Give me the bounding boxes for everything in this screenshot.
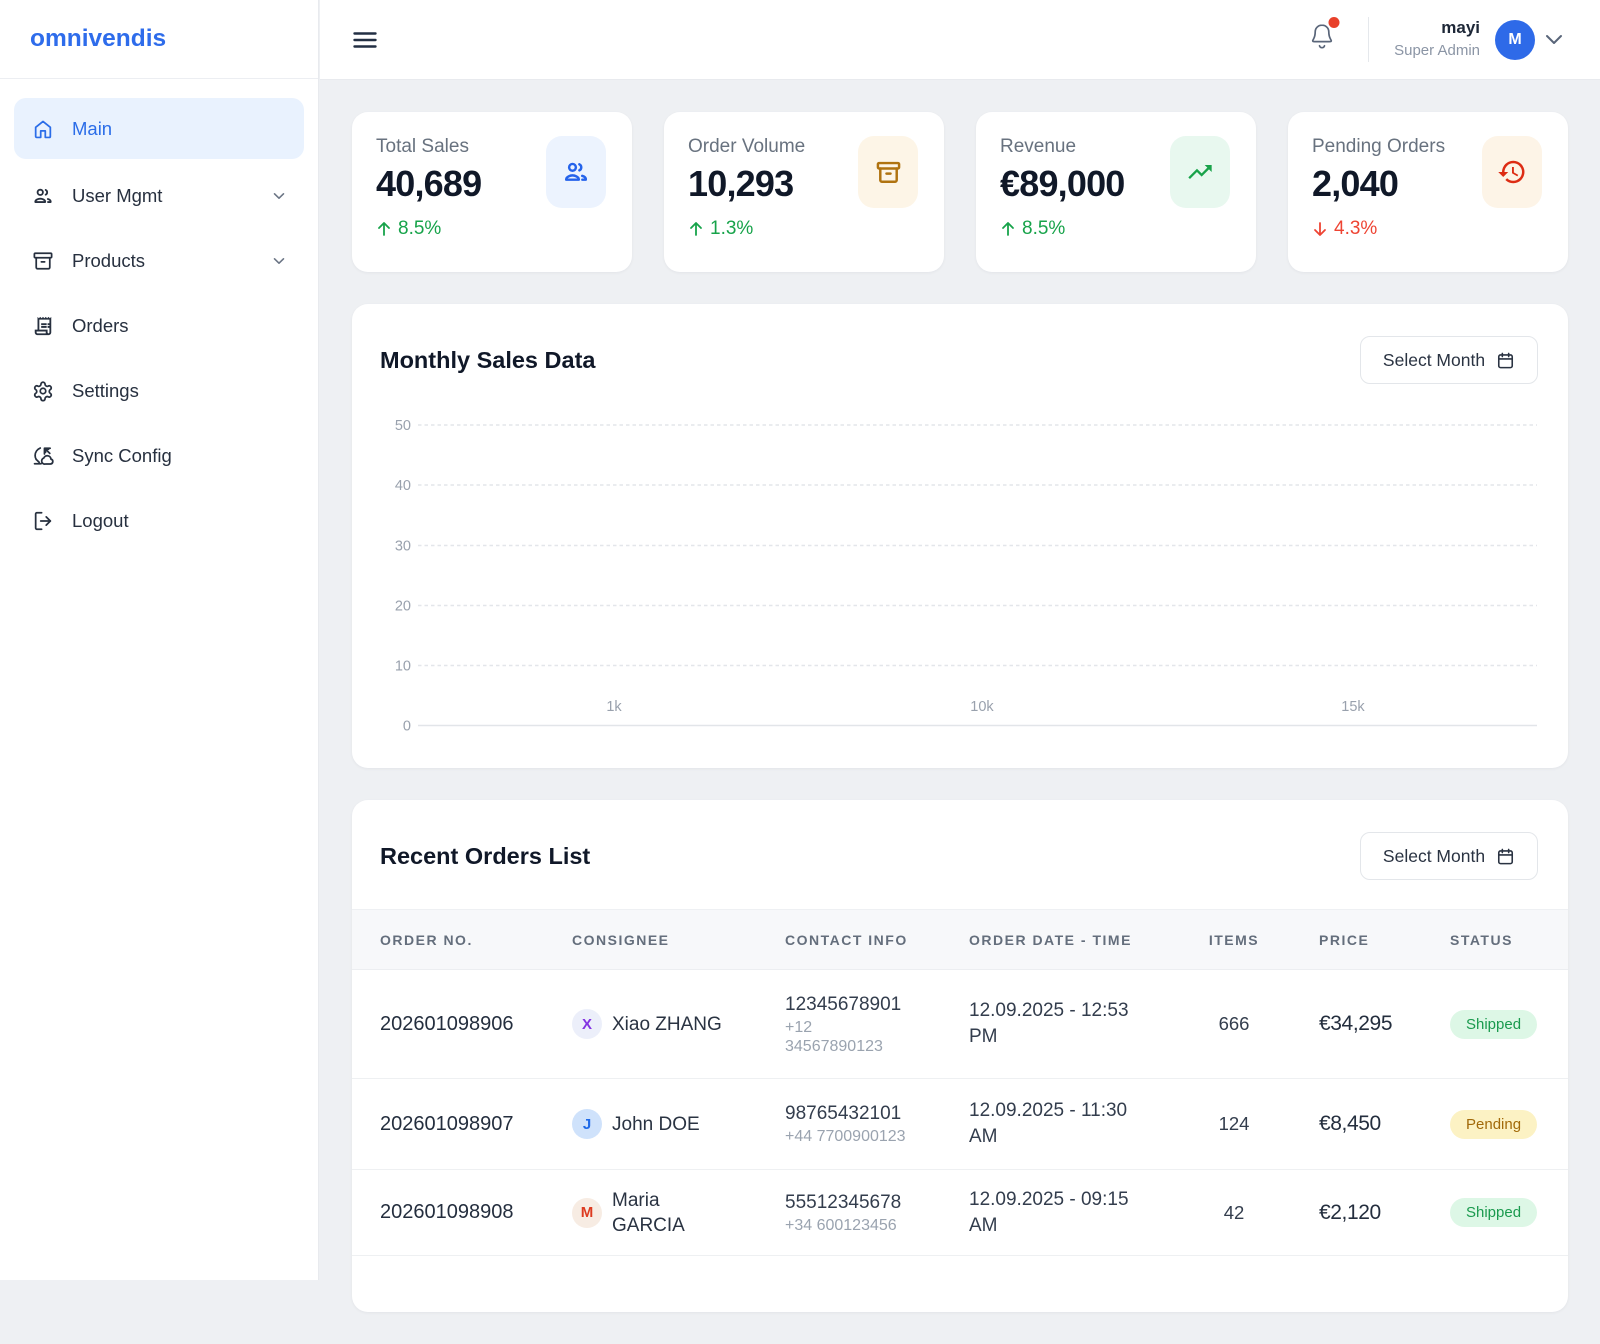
svg-text:40: 40 — [395, 478, 411, 494]
svg-text:1k: 1k — [606, 699, 622, 715]
svg-text:15k: 15k — [1341, 699, 1365, 715]
svg-text:20: 20 — [395, 599, 411, 615]
svg-text:10: 10 — [395, 659, 411, 675]
svg-text:0: 0 — [403, 719, 411, 735]
svg-text:50: 50 — [395, 418, 411, 434]
svg-text:10k: 10k — [970, 699, 994, 715]
svg-text:30: 30 — [395, 539, 411, 555]
